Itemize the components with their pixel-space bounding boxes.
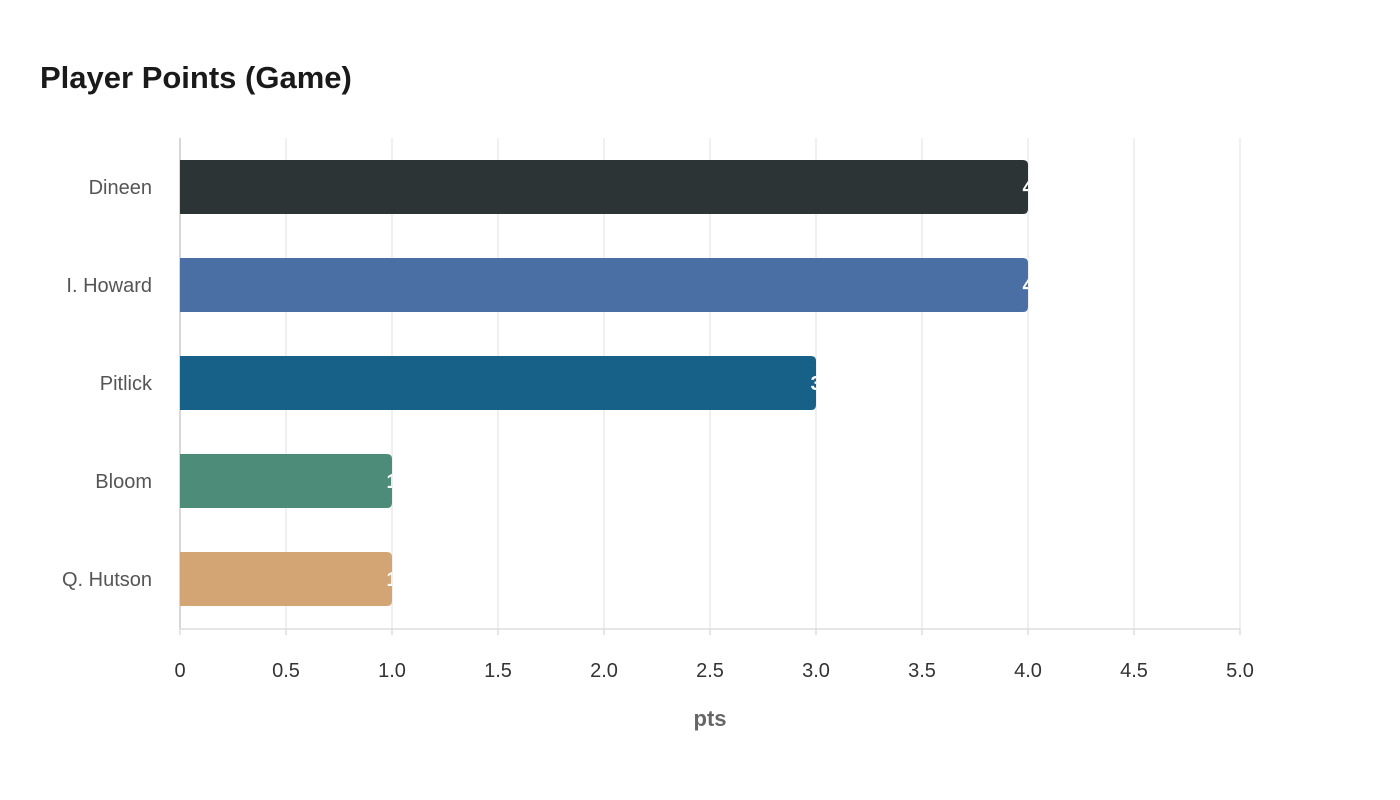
- y-tick-label: Pitlick: [100, 373, 153, 395]
- y-tick-label: Q. Hutson: [62, 569, 152, 591]
- y-tick-label: I. Howard: [66, 275, 152, 297]
- bar: [180, 160, 1028, 214]
- chart-title: Player Points (Game): [40, 60, 352, 95]
- x-tick-label: 0.5: [272, 660, 300, 682]
- x-tick-label: 2.0: [590, 660, 618, 682]
- x-tick-label: 4.5: [1120, 660, 1148, 682]
- data-label: 1: [386, 569, 397, 591]
- y-tick-label: Dineen: [89, 177, 152, 199]
- x-tick-label: 2.5: [696, 660, 724, 682]
- data-label: 4: [1022, 275, 1034, 297]
- data-label: 4: [1022, 177, 1034, 199]
- data-label: 1: [386, 471, 397, 493]
- data-label: 3: [810, 373, 821, 395]
- x-tick-label: 3.5: [908, 660, 936, 682]
- bar: [180, 258, 1028, 312]
- x-tick-label: 1.5: [484, 660, 512, 682]
- y-tick-label: Bloom: [95, 471, 152, 493]
- x-tick-label: 4.0: [1014, 660, 1042, 682]
- x-tick-label: 1.0: [378, 660, 406, 682]
- bar: [180, 454, 392, 508]
- x-tick-label: 0: [174, 660, 185, 682]
- x-tick-label: 3.0: [802, 660, 830, 682]
- x-tick-label: 5.0: [1226, 660, 1254, 682]
- bar: [180, 552, 392, 606]
- x-axis-label: pts: [694, 706, 727, 731]
- bar: [180, 356, 816, 410]
